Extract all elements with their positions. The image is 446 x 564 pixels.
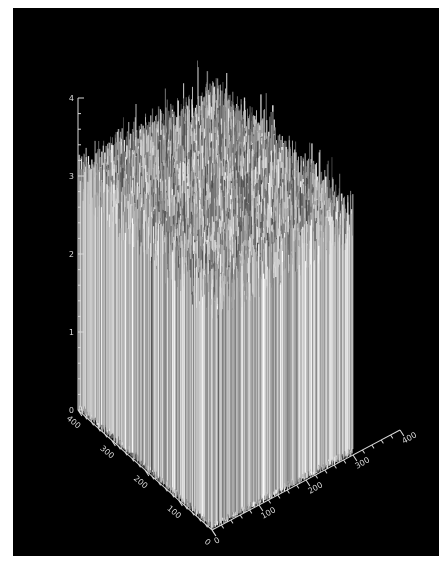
surface-stalks: [78, 60, 354, 530]
plot-frame: 0 100 200 300 400 0 100 200 300 400 0 1 2 3 4: [13, 8, 439, 556]
